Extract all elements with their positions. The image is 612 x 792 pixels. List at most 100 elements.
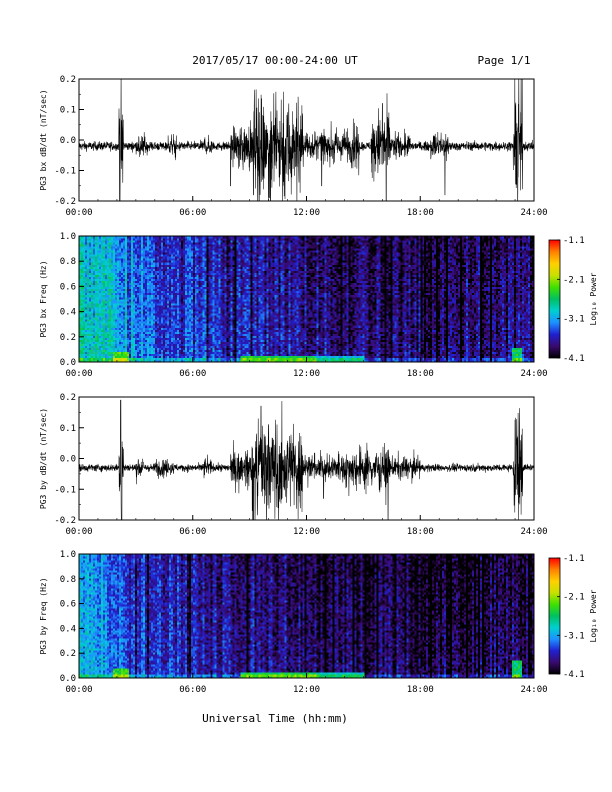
spectrogram-cell [133,327,135,329]
spectrogram-cell [129,342,131,344]
spectrogram-cell [207,332,209,334]
spectrogram-cell [131,334,133,336]
spectrogram-cell [227,254,229,256]
spectrogram-cell [233,289,235,291]
spectrogram-cell [113,246,115,248]
spectrogram-cell [229,285,231,287]
spectrogram-cell [207,246,209,248]
spectrogram-cell [179,329,181,331]
spectrogram-cell [201,273,203,275]
spectrogram-cell [165,317,167,319]
spectrogram-cell [93,252,95,254]
spectrogram-cell [203,254,205,256]
spectrogram-cell [201,305,203,307]
spectrogram-cell [215,281,217,283]
spectrogram-cell [147,319,149,321]
spectrogram-cell [155,358,157,360]
spectrogram-cell [227,248,229,250]
spectrogram-cell [85,260,87,262]
spectrogram-cell [207,240,209,242]
spectrogram-cell [95,356,97,358]
spectrogram-cell [87,321,89,323]
spectrogram-cell [193,329,195,331]
spectrogram-cell [183,264,185,266]
spectrogram-cell [203,264,205,266]
spectrogram-cell [173,262,175,264]
spectrogram-cell [81,305,83,307]
spectrogram-cell [193,291,195,293]
spectrogram-cell [91,262,93,264]
spectrogram-cell [85,346,87,348]
spectrogram-cell [155,289,157,291]
spectrogram-cell [143,319,145,321]
spectrogram-cell [137,240,139,242]
spectrogram-cell [125,281,127,283]
spectrogram-cell [151,303,153,305]
spectrogram-cell [185,317,187,319]
spectrogram-cell [103,323,105,325]
spectrogram-cell [213,321,215,323]
spectrogram-cell [167,240,169,242]
spectrogram-cell [217,269,219,271]
spectrogram-cell [191,340,193,342]
spectrogram-cell [181,332,183,334]
spectrogram-cell [135,354,137,356]
spectrogram-cell [203,295,205,297]
spectrogram-cell [103,283,105,285]
spectrogram-cell [171,352,173,354]
spectrogram-cell [201,238,203,240]
spectrogram-cell [215,340,217,342]
spectrogram-cell [123,260,125,262]
spectrogram-cell [191,246,193,248]
spectrogram-cell [153,338,155,340]
spectrogram-cell [161,338,163,340]
spectrogram-cell [195,309,197,311]
spectrogram-cell [129,271,131,273]
spectrogram-cell [181,334,183,336]
spectrogram-cell [175,352,177,354]
spectrogram-cell [193,334,195,336]
spectrogram-cell [131,344,133,346]
spectrogram-cell [107,262,109,264]
spectrogram-cell [105,311,107,313]
spectrogram-cell [193,287,195,289]
spectrogram-cell [101,329,103,331]
spectrogram-cell [169,264,171,266]
spectrogram-cell [151,244,153,246]
spectrogram-cell [179,273,181,275]
spectrogram-cell [175,325,177,327]
spectrogram-cell [143,297,145,299]
spectrogram-cell [173,317,175,319]
spectrogram-cell [107,325,109,327]
spectrogram-cell [95,301,97,303]
spectrogram-cell [111,358,113,360]
spectrogram-cell [167,350,169,352]
spectrogram-cell [189,246,191,248]
spectrogram-cell [161,303,163,305]
spectrogram-cell [219,332,221,334]
spectrogram-cell [199,319,201,321]
spectrogram-cell [197,293,199,295]
spectrogram-cell [149,248,151,250]
spectrogram-cell [169,301,171,303]
spectrogram-cell [107,260,109,262]
spectrogram-cell [153,275,155,277]
spectrogram-cell [235,295,237,297]
spectrogram-cell [233,279,235,281]
spectrogram-cell [173,285,175,287]
spectrogram-cell [229,281,231,283]
spectrogram-cell [123,354,125,356]
spectrogram-cell [199,307,201,309]
spectrogram-cell [227,348,229,350]
spectrogram-cell [199,277,201,279]
spectrogram-cell [197,252,199,254]
spectrogram-cell [91,238,93,240]
spectrogram-cell [149,242,151,244]
spectrogram-cell [219,293,221,295]
spectrogram-cell [103,248,105,250]
spectrogram-cell [155,240,157,242]
spectrogram-cell [119,277,121,279]
spectrogram-cell [127,299,129,301]
spectrogram-cell [225,240,227,242]
spectrogram-cell [225,277,227,279]
